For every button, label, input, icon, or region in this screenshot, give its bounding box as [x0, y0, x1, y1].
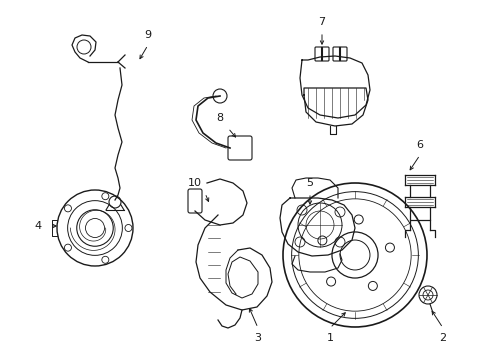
Text: 2: 2	[439, 333, 446, 343]
Text: 3: 3	[254, 333, 261, 343]
Text: 4: 4	[34, 221, 41, 231]
Text: 1: 1	[326, 333, 333, 343]
Text: 8: 8	[216, 113, 223, 123]
Text: 9: 9	[144, 30, 151, 40]
Text: 10: 10	[187, 178, 202, 188]
Text: 6: 6	[416, 140, 423, 150]
Text: 5: 5	[306, 178, 313, 188]
Text: 7: 7	[318, 17, 325, 27]
